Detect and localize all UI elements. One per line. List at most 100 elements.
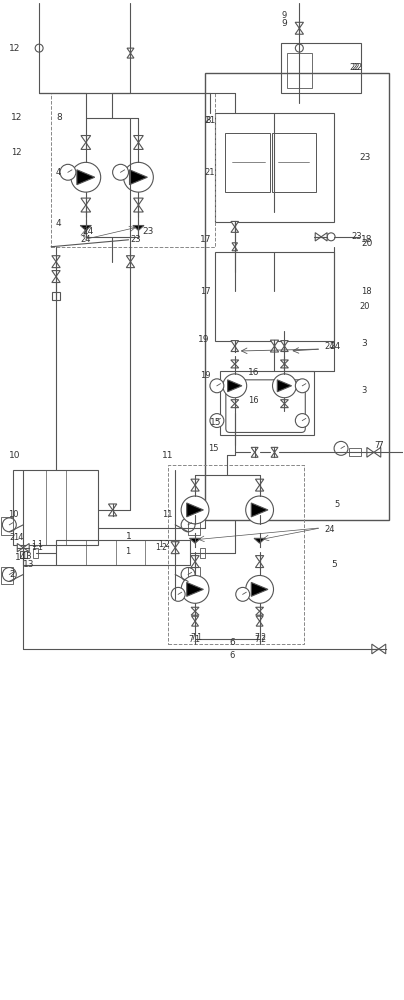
Text: 12: 12 bbox=[11, 113, 23, 122]
Polygon shape bbox=[280, 404, 288, 408]
Circle shape bbox=[273, 374, 297, 398]
Text: 6: 6 bbox=[230, 638, 236, 647]
Polygon shape bbox=[191, 607, 199, 611]
Polygon shape bbox=[134, 198, 143, 205]
Polygon shape bbox=[271, 452, 278, 457]
Text: 16: 16 bbox=[248, 368, 259, 377]
Text: 21: 21 bbox=[204, 116, 215, 125]
Polygon shape bbox=[81, 136, 90, 142]
Polygon shape bbox=[295, 28, 303, 34]
Text: 10: 10 bbox=[9, 451, 21, 460]
Circle shape bbox=[60, 164, 76, 180]
Text: 24: 24 bbox=[324, 342, 335, 351]
Polygon shape bbox=[256, 611, 263, 615]
Circle shape bbox=[236, 587, 250, 601]
Polygon shape bbox=[255, 562, 264, 568]
Text: 14: 14 bbox=[15, 553, 27, 562]
FancyBboxPatch shape bbox=[226, 380, 305, 432]
Polygon shape bbox=[191, 485, 199, 491]
Text: 8: 8 bbox=[205, 116, 210, 125]
Text: 20: 20 bbox=[361, 239, 372, 248]
Polygon shape bbox=[251, 452, 258, 457]
Polygon shape bbox=[271, 447, 278, 452]
Text: 4: 4 bbox=[56, 219, 62, 228]
Polygon shape bbox=[127, 53, 134, 58]
Polygon shape bbox=[231, 227, 239, 232]
Polygon shape bbox=[133, 226, 144, 230]
Bar bbox=[287, 53, 312, 88]
Text: 1.2: 1.2 bbox=[155, 543, 167, 552]
Polygon shape bbox=[23, 543, 29, 552]
Polygon shape bbox=[280, 400, 288, 404]
Polygon shape bbox=[191, 616, 198, 621]
Polygon shape bbox=[134, 205, 143, 212]
Polygon shape bbox=[17, 543, 23, 552]
Bar bbox=[271, 133, 316, 192]
Circle shape bbox=[181, 575, 209, 603]
Polygon shape bbox=[270, 340, 279, 346]
Circle shape bbox=[295, 414, 309, 428]
Text: 1.2: 1.2 bbox=[158, 540, 170, 549]
Polygon shape bbox=[231, 360, 239, 364]
Text: 1: 1 bbox=[126, 532, 131, 541]
Polygon shape bbox=[130, 170, 147, 185]
Polygon shape bbox=[367, 447, 374, 457]
Polygon shape bbox=[77, 170, 95, 185]
Text: 18: 18 bbox=[361, 287, 372, 296]
Text: 3: 3 bbox=[361, 386, 366, 395]
Bar bbox=[188, 517, 200, 535]
Bar bbox=[56, 540, 190, 565]
Text: 15: 15 bbox=[208, 444, 219, 453]
Text: 1.1: 1.1 bbox=[31, 543, 43, 552]
Circle shape bbox=[246, 575, 274, 603]
Polygon shape bbox=[254, 538, 265, 543]
Polygon shape bbox=[81, 198, 90, 205]
Text: 22: 22 bbox=[349, 63, 360, 72]
Text: 6: 6 bbox=[230, 651, 235, 660]
Text: 13: 13 bbox=[23, 560, 35, 569]
Text: 10: 10 bbox=[8, 510, 19, 519]
Bar bbox=[225, 133, 269, 192]
Polygon shape bbox=[171, 548, 179, 554]
Text: 23: 23 bbox=[130, 235, 141, 244]
Polygon shape bbox=[191, 621, 198, 626]
Bar bbox=[13, 470, 98, 545]
Polygon shape bbox=[80, 226, 91, 230]
Polygon shape bbox=[134, 136, 143, 142]
Text: 7: 7 bbox=[374, 441, 379, 450]
Text: 1.1: 1.1 bbox=[31, 540, 43, 549]
Circle shape bbox=[223, 374, 247, 398]
Text: 24: 24 bbox=[81, 235, 91, 244]
Text: 7.1: 7.1 bbox=[190, 633, 202, 642]
Circle shape bbox=[327, 233, 335, 241]
Polygon shape bbox=[191, 479, 199, 485]
Bar bbox=[282, 43, 361, 93]
Polygon shape bbox=[81, 205, 90, 212]
Text: 23: 23 bbox=[359, 153, 370, 162]
Circle shape bbox=[2, 518, 16, 532]
Polygon shape bbox=[231, 346, 239, 352]
Text: 16: 16 bbox=[248, 396, 258, 405]
Circle shape bbox=[210, 414, 224, 428]
Text: 5: 5 bbox=[334, 500, 339, 509]
Polygon shape bbox=[255, 556, 264, 562]
Bar bbox=[1, 567, 13, 584]
Circle shape bbox=[181, 496, 209, 524]
Circle shape bbox=[113, 164, 128, 180]
Polygon shape bbox=[231, 400, 239, 404]
Text: 9: 9 bbox=[282, 19, 287, 28]
Polygon shape bbox=[191, 611, 199, 615]
Polygon shape bbox=[374, 447, 381, 457]
Text: 3: 3 bbox=[361, 339, 367, 348]
Text: 24: 24 bbox=[324, 525, 335, 534]
Text: 7.2: 7.2 bbox=[255, 635, 267, 644]
Polygon shape bbox=[134, 142, 143, 149]
Polygon shape bbox=[280, 360, 288, 364]
Polygon shape bbox=[315, 233, 321, 241]
Text: 15: 15 bbox=[210, 418, 221, 427]
Bar bbox=[20, 551, 27, 558]
Polygon shape bbox=[256, 616, 263, 621]
Bar bbox=[220, 371, 314, 435]
Text: 19: 19 bbox=[200, 371, 210, 380]
Circle shape bbox=[295, 44, 303, 52]
